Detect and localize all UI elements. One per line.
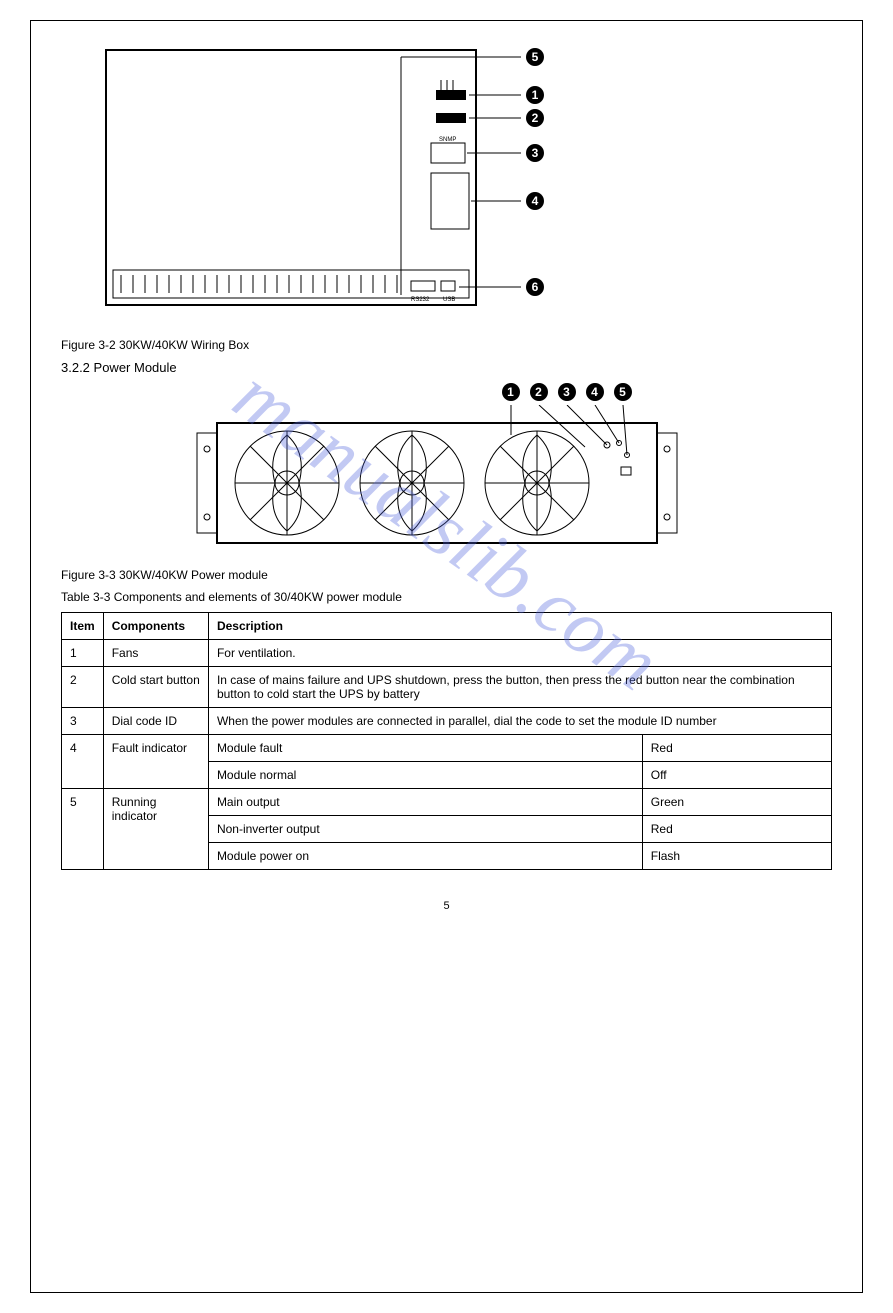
pm-callout-5: 5 bbox=[614, 383, 632, 401]
cell-val: Green bbox=[642, 789, 831, 816]
cell-val: Flash bbox=[642, 843, 831, 870]
svg-text:SNMP: SNMP bbox=[439, 137, 456, 143]
page-frame: manualslib.com RS232 USB SNMP bbox=[30, 20, 863, 1293]
svg-text:USB: USB bbox=[443, 297, 455, 303]
cell-val: Red bbox=[642, 816, 831, 843]
table-row: 4 Fault indicator Module fault Red bbox=[62, 735, 832, 762]
power-module-svg bbox=[187, 405, 707, 555]
col-description: Description bbox=[208, 613, 831, 640]
svg-text:RS232: RS232 bbox=[411, 297, 430, 303]
callout-5: 5 bbox=[526, 48, 544, 66]
table-row: 5 Running indicator Main output Green bbox=[62, 789, 832, 816]
cell-comp: Cold start button bbox=[103, 667, 208, 708]
cell-item: 1 bbox=[62, 640, 104, 667]
cell-desc: In case of mains failure and UPS shutdow… bbox=[208, 667, 831, 708]
figure-3-2-diagram: RS232 USB SNMP 5 1 2 3 bbox=[101, 45, 621, 330]
pm-callout-4: 4 bbox=[586, 383, 604, 401]
cell-comp: Fans bbox=[103, 640, 208, 667]
table-row: 1 Fans For ventilation. bbox=[62, 640, 832, 667]
cell-state: Module power on bbox=[208, 843, 642, 870]
figure-3-3-caption: Figure 3-3 30KW/40KW Power module bbox=[61, 568, 832, 582]
table-3-3-caption: Table 3-3 Components and elements of 30/… bbox=[61, 590, 832, 604]
cell-comp: Dial code ID bbox=[103, 708, 208, 735]
callout-4: 4 bbox=[526, 192, 544, 210]
cell-comp: Running indicator bbox=[103, 789, 208, 870]
callout-2: 2 bbox=[526, 109, 544, 127]
cell-item: 5 bbox=[62, 789, 104, 870]
col-item: Item bbox=[62, 613, 104, 640]
cell-desc: When the power modules are connected in … bbox=[208, 708, 831, 735]
callout-1: 1 bbox=[526, 86, 544, 104]
cell-item: 2 bbox=[62, 667, 104, 708]
cell-item: 4 bbox=[62, 735, 104, 789]
cell-state: Non-inverter output bbox=[208, 816, 642, 843]
components-table: Item Components Description 1 Fans For v… bbox=[61, 612, 832, 870]
page-number: 5 bbox=[61, 900, 832, 912]
pm-callout-3: 3 bbox=[558, 383, 576, 401]
cell-state: Module fault bbox=[208, 735, 642, 762]
table-row: 3 Dial code ID When the power modules ar… bbox=[62, 708, 832, 735]
section-3-2-2-heading: 3.2.2 Power Module bbox=[61, 360, 832, 375]
pm-callout-1: 1 bbox=[502, 383, 520, 401]
cell-state: Module normal bbox=[208, 762, 642, 789]
table-row: 2 Cold start button In case of mains fai… bbox=[62, 667, 832, 708]
cell-comp: Fault indicator bbox=[103, 735, 208, 789]
callout-6: 6 bbox=[526, 278, 544, 296]
figure-3-2-caption: Figure 3-2 30KW/40KW Wiring Box bbox=[61, 338, 832, 352]
callout-3: 3 bbox=[526, 144, 544, 162]
pm-callout-2: 2 bbox=[530, 383, 548, 401]
cell-val: Off bbox=[642, 762, 831, 789]
figure-3-3-diagram: 1 2 3 4 5 bbox=[187, 383, 707, 560]
cell-item: 3 bbox=[62, 708, 104, 735]
cell-val: Red bbox=[642, 735, 831, 762]
col-components: Components bbox=[103, 613, 208, 640]
cell-desc: For ventilation. bbox=[208, 640, 831, 667]
cell-state: Main output bbox=[208, 789, 642, 816]
